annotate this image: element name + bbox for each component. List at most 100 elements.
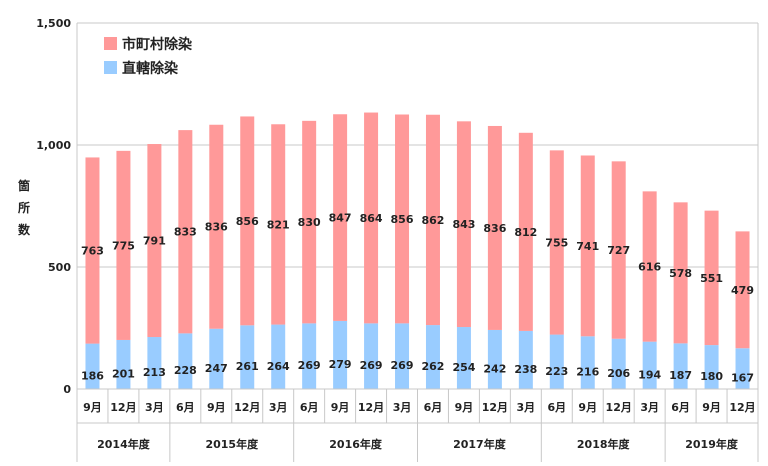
bar-chokkatsu [549, 334, 564, 389]
value-label-shichoson: 479 [731, 284, 754, 297]
value-label-chokkatsu: 269 [360, 359, 383, 372]
value-label-chokkatsu: 261 [236, 360, 259, 373]
bar-chokkatsu [209, 328, 224, 389]
x-year-label: 2017年度 [453, 437, 507, 451]
value-label-shichoson: 833 [174, 226, 197, 239]
value-label-chokkatsu: 269 [298, 359, 321, 372]
bar-chokkatsu [271, 324, 286, 389]
bar-shichoson [85, 157, 100, 344]
bar-shichoson [487, 125, 502, 330]
value-label-shichoson: 847 [329, 212, 352, 225]
value-label-shichoson: 864 [360, 212, 383, 225]
x-category-label: 6月 [671, 401, 690, 414]
y-axis-title: 箇所数 [17, 178, 31, 237]
bar-shichoson [704, 210, 719, 346]
x-year-label: 2014年度 [97, 437, 151, 451]
bar-chokkatsu [395, 323, 410, 389]
bar-chokkatsu [735, 348, 750, 389]
value-label-chokkatsu: 254 [452, 361, 475, 374]
value-label-shichoson: 775 [112, 239, 135, 252]
value-label-shichoson: 578 [669, 267, 692, 280]
value-label-shichoson: 755 [545, 236, 568, 249]
bar-shichoson [209, 124, 224, 329]
bar-chokkatsu [333, 320, 348, 389]
value-label-chokkatsu: 167 [731, 372, 754, 385]
bar-shichoson [240, 116, 255, 326]
x-category-label: 9月 [455, 401, 474, 414]
bar-chokkatsu [85, 343, 100, 389]
bar-shichoson [116, 150, 131, 340]
x-category-label: 3月 [640, 401, 659, 414]
bar-chokkatsu [116, 339, 131, 389]
bar-chokkatsu [487, 329, 502, 389]
bar-shichoson [580, 155, 595, 337]
value-label-shichoson: 551 [700, 272, 723, 285]
bar-chokkatsu [580, 336, 595, 389]
x-category-label: 12月 [729, 401, 755, 414]
value-label-shichoson: 856 [391, 213, 414, 226]
y-tick-label: 1,500 [36, 17, 71, 30]
value-label-chokkatsu: 216 [576, 366, 599, 379]
bar-chokkatsu [704, 345, 719, 389]
bar-shichoson [178, 130, 193, 334]
x-year-label: 2019年度 [685, 437, 739, 451]
bar-chokkatsu [240, 325, 255, 389]
value-label-chokkatsu: 206 [607, 367, 630, 380]
x-category-label: 9月 [207, 401, 226, 414]
y-tick-label: 1,000 [36, 139, 71, 152]
value-label-shichoson: 763 [81, 245, 104, 258]
bar-shichoson [302, 120, 317, 324]
bars [85, 112, 750, 389]
x-category-label: 12月 [606, 401, 632, 414]
x-category-label: 3月 [145, 401, 164, 414]
value-label-shichoson: 821 [267, 218, 290, 231]
bar-shichoson [425, 114, 440, 326]
bar-chokkatsu [642, 341, 657, 389]
legend-swatch [104, 37, 117, 50]
bar-chokkatsu [364, 323, 379, 389]
x-category-label: 9月 [83, 401, 102, 414]
value-label-shichoson: 727 [607, 244, 630, 257]
value-label-chokkatsu: 279 [329, 358, 352, 371]
x-category-label: 3月 [393, 401, 412, 414]
legend-label: 市町村除染 [122, 36, 193, 53]
bar-shichoson [147, 144, 162, 338]
bar-shichoson [549, 150, 564, 335]
value-labels: 186 763 201 775 213 791 228 833 247 836 261 856 264 8… [81, 212, 754, 385]
value-label-chokkatsu: 269 [391, 359, 414, 372]
value-label-chokkatsu: 223 [545, 365, 568, 378]
x-category-label: 12月 [482, 401, 508, 414]
axes: 0 500 1,000 1,500 箇所数 9月 12月 3月 6月 9月 12月 3月 6月 9月 12月… [17, 17, 759, 462]
value-label-chokkatsu: 180 [700, 370, 723, 383]
bar-shichoson [611, 161, 626, 339]
value-label-chokkatsu: 228 [174, 364, 197, 377]
value-label-chokkatsu: 247 [205, 362, 228, 375]
bar-shichoson [735, 231, 750, 349]
x-category-label: 12月 [358, 401, 384, 414]
bar-chokkatsu [611, 338, 626, 389]
x-year-label: 2015年度 [205, 437, 259, 451]
legend-label: 直轄除染 [122, 60, 179, 77]
x-category-label: 3月 [269, 401, 288, 414]
x-category-label: 6月 [176, 401, 195, 414]
bar-chokkatsu [456, 327, 471, 389]
bar-shichoson [333, 114, 348, 321]
x-category-label: 9月 [331, 401, 350, 414]
value-label-shichoson: 862 [421, 214, 444, 227]
x-year-label: 2018年度 [577, 437, 631, 451]
x-category-label: 9月 [578, 401, 597, 414]
y-tick-label: 0 [63, 383, 71, 396]
y-tick-label: 500 [48, 261, 71, 274]
bar-shichoson [456, 121, 471, 328]
x-category-label: 3月 [517, 401, 536, 414]
x-category-label: 6月 [300, 401, 319, 414]
bar-chokkatsu [178, 333, 193, 389]
x-year-label: 2016年度 [329, 437, 383, 451]
value-label-shichoson: 791 [143, 235, 166, 248]
x-category-label: 6月 [424, 401, 443, 414]
bar-chokkatsu [673, 343, 688, 389]
legend-swatch [104, 61, 117, 74]
bar-shichoson [364, 112, 379, 324]
value-label-chokkatsu: 201 [112, 367, 135, 380]
